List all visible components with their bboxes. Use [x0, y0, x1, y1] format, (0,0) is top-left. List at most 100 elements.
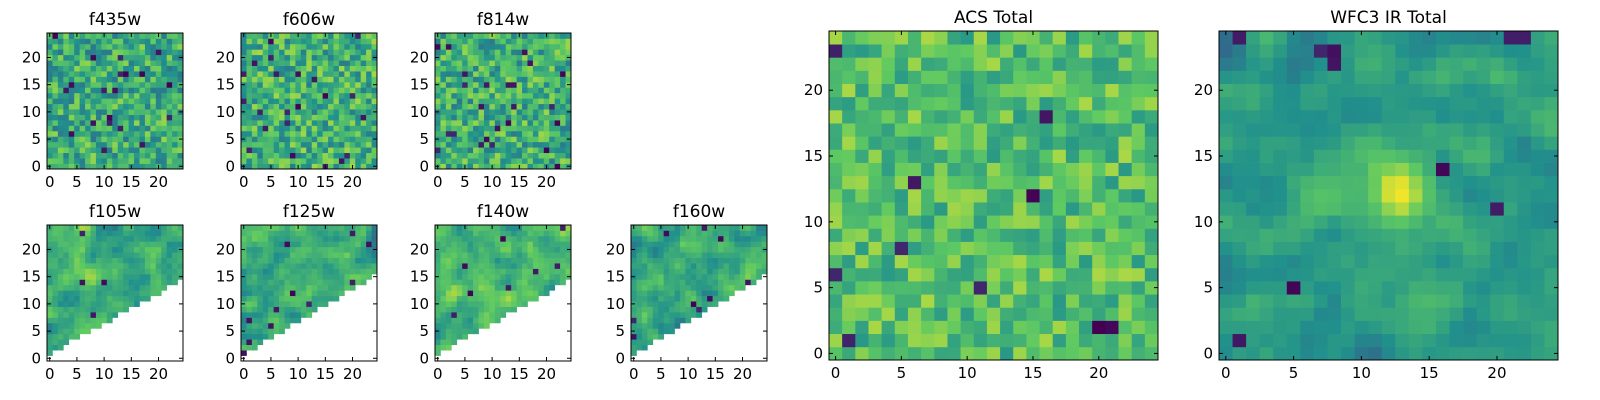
heatmap-cell [295, 54, 302, 61]
heatmap-cell [674, 268, 681, 275]
heatmap-cell [907, 162, 922, 177]
heatmap-cell [565, 43, 572, 50]
heatmap-cell [257, 317, 264, 324]
heatmap-cell [273, 257, 280, 264]
heatmap-cell [52, 301, 59, 307]
heatmap-cell [1395, 307, 1410, 321]
heatmap-cell [317, 246, 323, 253]
heatmap-cell [750, 252, 757, 258]
heatmap-cell [101, 306, 108, 313]
heatmap-cell [128, 87, 135, 94]
heatmap-cell [549, 103, 556, 110]
heatmap-cell [483, 158, 490, 164]
heatmap-cell [106, 92, 113, 99]
heatmap-cell [1259, 136, 1274, 150]
x-tick-label: 0 [433, 173, 443, 191]
heatmap-cell [855, 70, 869, 84]
heatmap-cell [90, 284, 97, 291]
heatmap-cell [761, 268, 768, 275]
heatmap-cell [366, 263, 372, 269]
heatmap-cell [246, 252, 253, 258]
heatmap-cell [522, 114, 528, 121]
heatmap-cell [172, 130, 178, 137]
heatmap-cell [47, 333, 53, 340]
heatmap-cell [1530, 294, 1545, 308]
heatmap-cell [295, 87, 302, 94]
heatmap-cell [494, 136, 501, 143]
heatmap-cell [636, 317, 643, 324]
heatmap-cell [172, 257, 178, 264]
heatmap-cell [284, 273, 291, 280]
heatmap-cell [241, 317, 247, 324]
heatmap-cell [986, 320, 1001, 335]
heatmap-cell [52, 141, 59, 148]
heatmap-cell [483, 163, 490, 170]
heatmap-cell [161, 147, 168, 154]
heatmap-cell [95, 306, 102, 313]
heatmap-cell [52, 263, 59, 269]
heatmap-cell [494, 54, 501, 61]
heatmap-cell [366, 65, 372, 72]
heatmap-cell [829, 215, 843, 229]
heatmap-cell [279, 252, 285, 258]
heatmap-cell [241, 279, 247, 286]
heatmap-cell [505, 235, 512, 242]
heatmap-cell [295, 130, 302, 137]
heatmap-cell [960, 188, 975, 203]
heatmap-cell [317, 98, 323, 105]
heatmap-cell [328, 43, 334, 50]
heatmap-cell [560, 71, 566, 77]
heatmap-cell [467, 290, 474, 297]
heatmap-cell [947, 70, 961, 84]
heatmap-cell [1368, 307, 1383, 321]
heatmap-cell [921, 202, 935, 216]
heatmap-cell [483, 65, 490, 72]
heatmap-cell [543, 43, 550, 50]
heatmap-cell [712, 268, 719, 275]
heatmap-cell [52, 43, 59, 50]
heatmap-cell [467, 252, 474, 258]
heatmap-cell [511, 54, 517, 61]
heatmap-cell [1490, 267, 1505, 282]
heatmap-cell [338, 103, 345, 110]
heatmap-cell [483, 125, 490, 132]
heatmap-cell [300, 290, 307, 297]
heatmap-cell [1092, 188, 1106, 203]
heatmap-cell [451, 246, 458, 253]
heatmap-cell [273, 317, 280, 324]
heatmap-cell [95, 322, 102, 329]
heatmap-cell [52, 241, 59, 248]
heatmap-cell [311, 268, 318, 275]
heatmap-cell [134, 246, 140, 253]
heatmap-cell [52, 92, 59, 99]
heatmap-cell [451, 147, 458, 154]
heatmap-cell [554, 38, 561, 45]
heatmap-cell [273, 230, 280, 237]
heatmap-cell [300, 147, 307, 154]
heatmap-cell [489, 284, 496, 291]
heatmap-cell [273, 268, 280, 275]
heatmap-cell [295, 301, 302, 307]
heatmap-cell [527, 152, 534, 159]
heatmap-cell [355, 114, 362, 121]
heatmap-cell [712, 301, 719, 307]
heatmap-cell [117, 230, 124, 237]
heatmap-cell [371, 152, 378, 159]
heatmap-cell [128, 252, 135, 258]
heatmap-cell [328, 98, 334, 105]
heatmap-cell [1530, 83, 1545, 98]
heatmap-cell [300, 49, 307, 56]
heatmap-cell [338, 235, 345, 242]
heatmap-cell [462, 333, 468, 340]
heatmap-cell [1544, 202, 1559, 216]
heatmap-cell [761, 241, 768, 248]
heatmap-cell [647, 252, 654, 258]
heatmap-cell [284, 246, 291, 253]
heatmap-cell [549, 263, 556, 269]
heatmap-cell [1368, 83, 1383, 98]
heatmap-cell [74, 109, 80, 115]
heatmap-cell [435, 43, 441, 50]
heatmap-cell [289, 257, 296, 264]
heatmap-cell [311, 235, 318, 242]
heatmap-cell [155, 235, 162, 242]
